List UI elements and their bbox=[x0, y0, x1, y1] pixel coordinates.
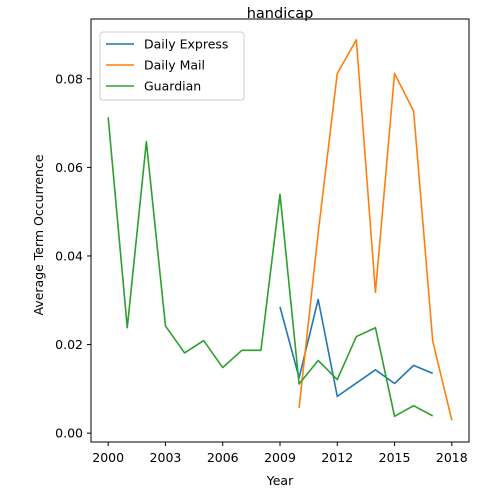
x-tick-label: 2003 bbox=[150, 450, 182, 465]
y-axis-label: Average Term Occurrence bbox=[31, 154, 46, 315]
y-tick-label: 0.06 bbox=[55, 160, 83, 175]
y-tick-label: 0.04 bbox=[55, 248, 83, 263]
legend-label: Daily Mail bbox=[144, 58, 205, 73]
chart-title: handicap bbox=[247, 6, 314, 22]
legend: Daily Express Daily Mail Guardian bbox=[99, 31, 245, 101]
y-axis: 0.00 0.02 0.04 0.06 0.08 bbox=[55, 71, 91, 441]
legend-label: Daily Express bbox=[144, 37, 228, 52]
y-tick-label: 0.00 bbox=[55, 426, 83, 441]
x-tick-label: 2000 bbox=[92, 450, 124, 465]
legend-label: Guardian bbox=[144, 79, 201, 94]
x-axis: 2000 2003 2006 2009 2012 2015 2018 bbox=[92, 442, 468, 465]
x-tick-label: 2015 bbox=[379, 450, 411, 465]
x-axis-label: Year bbox=[266, 473, 294, 488]
x-tick-label: 2009 bbox=[264, 450, 296, 465]
series-line-guardian bbox=[107, 117, 434, 418]
x-tick-label: 2012 bbox=[321, 450, 353, 465]
series-lines bbox=[107, 39, 453, 421]
y-tick-label: 0.08 bbox=[55, 71, 83, 86]
x-tick-label: 2018 bbox=[436, 450, 468, 465]
y-tick-label: 0.02 bbox=[55, 337, 83, 352]
series-line-daily-mail bbox=[298, 39, 453, 421]
legend-box bbox=[99, 31, 245, 101]
x-tick-label: 2006 bbox=[207, 450, 239, 465]
